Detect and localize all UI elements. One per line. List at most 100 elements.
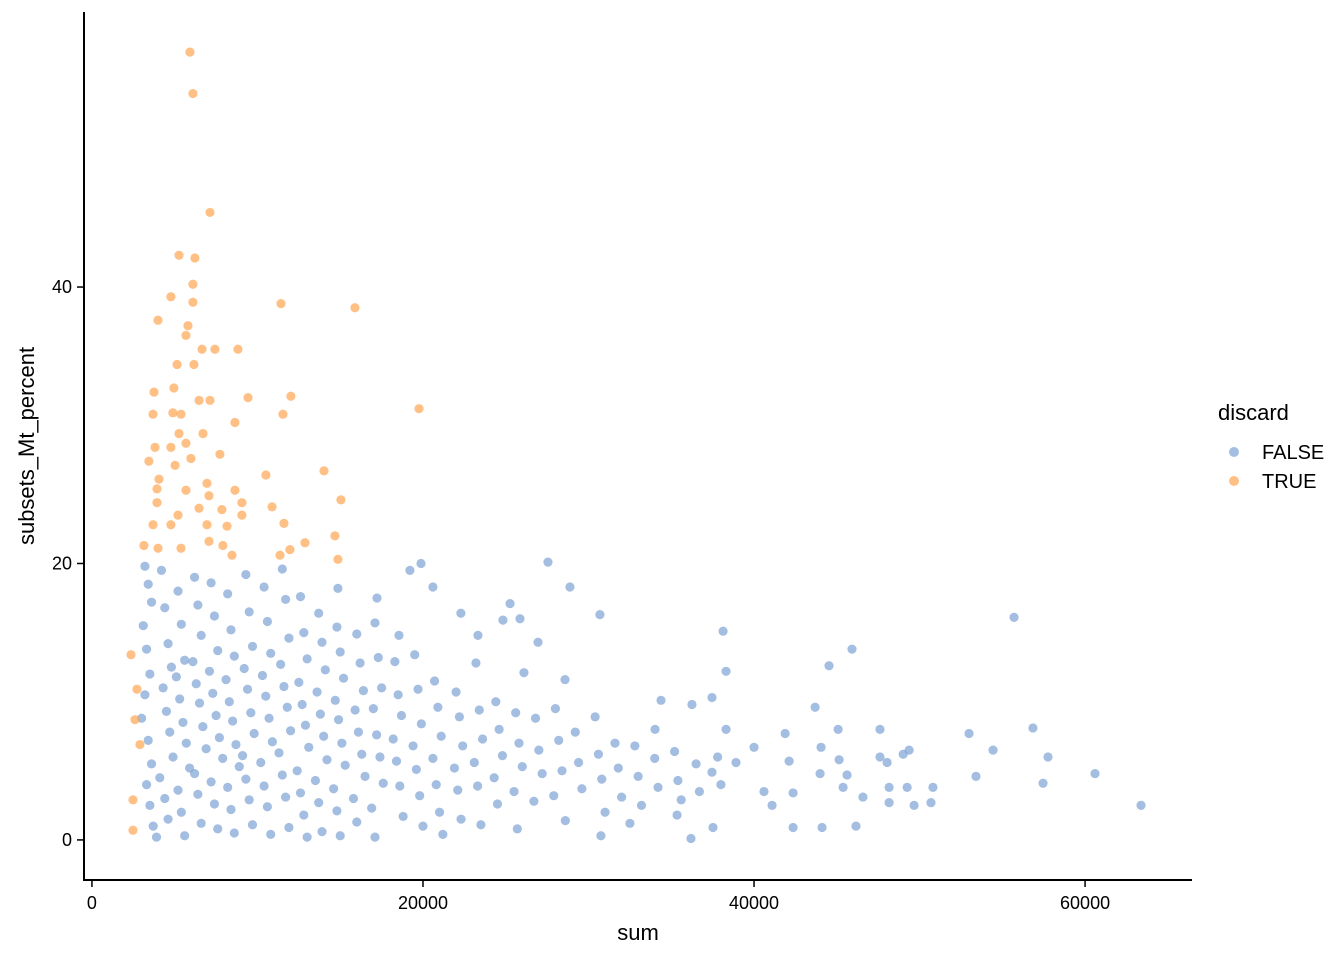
point-false xyxy=(554,735,564,746)
point-false xyxy=(694,786,705,797)
point-false xyxy=(560,815,570,826)
point-false xyxy=(151,832,162,842)
point-false xyxy=(1028,723,1038,733)
point-true xyxy=(194,395,204,405)
point-false xyxy=(565,582,575,592)
point-false xyxy=(194,698,205,708)
point-false xyxy=(338,673,349,683)
point-false xyxy=(274,748,284,758)
point-false xyxy=(337,738,347,748)
point-false xyxy=(353,727,364,737)
point-false xyxy=(858,792,868,802)
point-false xyxy=(971,771,981,781)
point-true xyxy=(261,470,271,480)
point-false xyxy=(317,637,327,647)
point-false xyxy=(436,731,446,741)
point-false xyxy=(173,586,183,596)
point-true xyxy=(186,453,196,464)
point-false xyxy=(277,564,287,574)
point-false xyxy=(163,639,173,649)
point-true xyxy=(183,321,193,331)
point-false xyxy=(188,657,198,667)
point-false xyxy=(352,817,362,827)
point-false xyxy=(377,683,387,693)
point-true xyxy=(130,715,140,725)
point-false xyxy=(810,702,820,712)
point-false xyxy=(851,821,861,831)
point-false xyxy=(241,774,251,784)
point-false xyxy=(902,782,912,792)
point-false xyxy=(204,666,215,676)
point-false xyxy=(673,775,683,786)
point-true xyxy=(230,417,240,428)
point-false xyxy=(310,775,320,786)
point-false xyxy=(375,752,385,762)
point-false xyxy=(411,764,421,775)
point-false xyxy=(357,749,367,759)
point-false xyxy=(348,793,359,804)
point-false xyxy=(491,697,501,707)
point-false xyxy=(416,719,426,729)
point-true xyxy=(126,650,136,660)
y-tick-label: 0 xyxy=(62,830,72,850)
point-false xyxy=(875,724,885,734)
y-tick-label: 40 xyxy=(52,277,72,297)
point-true xyxy=(166,520,176,530)
point-false xyxy=(817,822,827,833)
point-true xyxy=(150,442,160,452)
point-false xyxy=(473,630,483,640)
point-true xyxy=(243,393,253,403)
point-false xyxy=(259,582,269,592)
point-false xyxy=(193,789,203,799)
point-false xyxy=(163,814,173,824)
point-false xyxy=(560,674,570,685)
point-false xyxy=(181,738,191,748)
point-false xyxy=(302,832,312,842)
point-false xyxy=(214,733,224,743)
point-false xyxy=(189,572,200,582)
point-false xyxy=(234,762,244,772)
point-false xyxy=(355,658,365,668)
point-false xyxy=(292,766,302,776)
point-true xyxy=(152,498,162,508)
point-false xyxy=(352,629,362,639)
point-false xyxy=(140,561,150,571)
point-false xyxy=(415,791,425,801)
x-axis-label: sum xyxy=(617,920,659,945)
point-false xyxy=(242,684,253,694)
point-false xyxy=(393,690,403,700)
point-false xyxy=(333,583,343,593)
point-false xyxy=(413,684,423,694)
point-false xyxy=(433,702,443,712)
point-false xyxy=(295,592,306,602)
point-false xyxy=(691,759,701,769)
point-true xyxy=(300,538,310,548)
point-true xyxy=(197,344,207,354)
point-true xyxy=(181,438,191,448)
point-true xyxy=(153,543,163,553)
point-false xyxy=(145,669,155,679)
point-false xyxy=(713,752,723,762)
point-false xyxy=(780,728,790,739)
point-true xyxy=(267,502,277,512)
point-false xyxy=(221,674,231,685)
point-false xyxy=(299,627,309,638)
point-false xyxy=(279,681,289,692)
point-true xyxy=(190,253,200,263)
point-false xyxy=(143,579,153,589)
point-true xyxy=(230,485,240,495)
point-false xyxy=(456,814,466,824)
point-false xyxy=(395,781,405,791)
point-false xyxy=(312,687,322,697)
x-tick-label: 60000 xyxy=(1060,893,1110,913)
point-false xyxy=(281,594,291,605)
point-false xyxy=(517,762,527,772)
point-false xyxy=(246,708,256,718)
point-true xyxy=(217,504,227,515)
point-false xyxy=(367,803,377,813)
point-false xyxy=(512,824,522,834)
legend-label-false: FALSE xyxy=(1262,442,1324,464)
point-false xyxy=(550,704,561,714)
point-false xyxy=(358,686,369,696)
point-false xyxy=(228,716,238,726)
